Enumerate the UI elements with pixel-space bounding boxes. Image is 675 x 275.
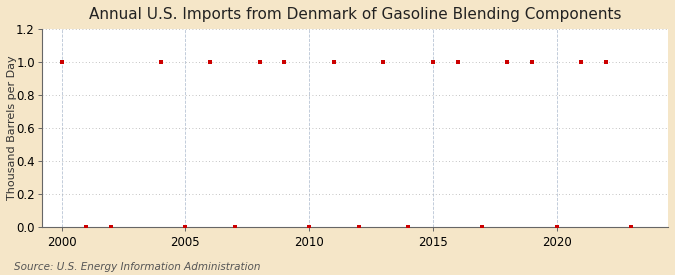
Text: Source: U.S. Energy Information Administration: Source: U.S. Energy Information Administ… (14, 262, 260, 272)
Point (378, 60, 389, 64)
Title: Annual U.S. Imports from Denmark of Gasoline Blending Components: Annual U.S. Imports from Denmark of Gaso… (88, 7, 621, 22)
Point (427, 60, 438, 64)
Point (477, 225, 488, 230)
Point (353, 225, 364, 230)
Point (180, 225, 191, 230)
Point (304, 225, 315, 230)
Point (106, 225, 117, 230)
Point (230, 225, 240, 230)
Point (551, 225, 562, 230)
Point (81, 225, 92, 230)
Point (155, 60, 166, 64)
Point (279, 60, 290, 64)
Point (254, 60, 265, 64)
Point (329, 60, 340, 64)
Point (56, 60, 67, 64)
Y-axis label: Thousand Barrels per Day: Thousand Barrels per Day (7, 56, 17, 200)
Point (205, 60, 215, 64)
Point (452, 60, 463, 64)
Point (403, 225, 414, 230)
Point (526, 60, 537, 64)
Point (601, 60, 612, 64)
Point (576, 60, 587, 64)
Point (502, 60, 512, 64)
Point (626, 225, 637, 230)
